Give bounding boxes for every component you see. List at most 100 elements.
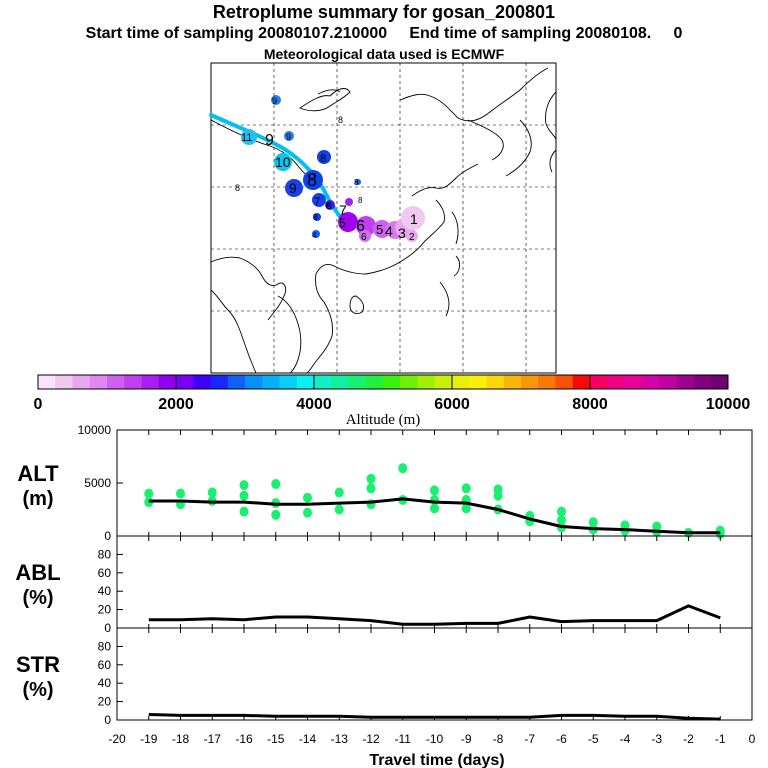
x-tick-label: -5 (588, 732, 599, 746)
series-line (148, 604, 721, 626)
colorbar-cell (572, 375, 591, 389)
colorbar-cell (469, 375, 487, 389)
map-label: 9 (272, 96, 277, 106)
map-label: 4 (385, 223, 393, 239)
data-point (557, 506, 566, 517)
colorbar-cell (503, 375, 522, 389)
y-axis-unit: (%) (22, 587, 53, 609)
colorbar-cell (659, 375, 677, 389)
y-tick-label: 60 (98, 566, 112, 580)
y-tick-label: 20 (98, 603, 112, 617)
data-point (461, 503, 471, 514)
x-tick-label: -18 (172, 732, 190, 746)
map-label: 8 (307, 170, 317, 190)
colorbar-cell (55, 375, 73, 389)
colorbar-cell (434, 375, 453, 389)
met-data-source: Meteorological data used is ECMWF (263, 46, 505, 62)
colorbar-cell (158, 375, 177, 389)
colorbar-cell (314, 375, 332, 389)
y-tick-label: 80 (98, 639, 112, 653)
plume-circle (401, 206, 425, 230)
data-point (398, 463, 408, 474)
map-label: 10 (275, 154, 291, 170)
coastlines (210, 67, 557, 374)
y-axis-label: STR (16, 652, 60, 677)
data-point (144, 488, 154, 499)
x-tick-label: -15 (267, 732, 285, 746)
data-point (652, 521, 662, 532)
map-label: 7 (314, 196, 320, 208)
y-axis-unit: (m) (22, 488, 53, 510)
colorbar-cell (417, 375, 436, 389)
plume-circle (359, 230, 371, 242)
colorbar-cell (227, 375, 246, 389)
data-point (176, 488, 185, 499)
plume-circle (312, 193, 326, 207)
colorbar-cell (176, 375, 194, 389)
colorbar-cell (607, 375, 625, 389)
x-tick-label: -7 (524, 732, 535, 746)
data-point (493, 484, 503, 495)
data-point (588, 517, 598, 528)
plume-circle (317, 150, 331, 164)
y-tick-label: 80 (98, 547, 112, 561)
map-label: 6 (361, 232, 367, 243)
map-label: 11 (241, 132, 252, 144)
map-label: 3 (398, 225, 406, 241)
x-tick-label: -20 (108, 732, 126, 746)
data-point (239, 490, 249, 501)
colorbar-tick-label: 8000 (572, 396, 608, 413)
map-gridlines (211, 63, 556, 373)
x-axis-label: Travel time (days) (369, 752, 504, 768)
colorbar-frame (37, 374, 729, 390)
y-axis-unit: (%) (22, 679, 53, 701)
map-label: 1 (410, 211, 418, 227)
map-label: 5 (339, 216, 346, 230)
colorbar-cell (641, 375, 660, 389)
colorbar-cell (193, 375, 211, 389)
x-tick-label: -17 (204, 732, 222, 746)
plume-circle (241, 129, 257, 145)
data-point (461, 483, 471, 494)
x-tick-label: -1 (715, 732, 726, 746)
colorbar-cell (486, 375, 505, 389)
colorbar-cell (348, 375, 367, 389)
sampling-period: Start time of sampling 20080107.210000 E… (85, 25, 683, 42)
colorbar-cell (521, 375, 539, 389)
colorbar-cell (124, 375, 142, 389)
data-point (271, 479, 281, 490)
data-point (430, 503, 439, 514)
colorbar-cell (141, 375, 160, 389)
x-tick-label: -3 (651, 732, 662, 746)
colorbar-cell (72, 375, 91, 389)
panel-frame (116, 627, 753, 721)
y-axis-label: ALT (17, 461, 59, 486)
data-point (557, 515, 566, 526)
data-point (334, 504, 344, 515)
x-tick-label: -14 (299, 732, 317, 746)
x-tick-label: -4 (620, 732, 631, 746)
data-point (620, 520, 630, 531)
map-label: 9 (326, 203, 330, 209)
colorbar-cell (400, 375, 418, 389)
panel-abl: 0 20 40 60 80 ABL(%) (15, 535, 753, 635)
plume-circle (325, 200, 335, 210)
plume-circle (303, 170, 323, 190)
map-label: 9 (286, 132, 291, 142)
colorbar-label: Altitude (m) (346, 412, 421, 428)
data-point (303, 492, 312, 503)
plume-circle (373, 220, 391, 238)
colorbar-cell (555, 375, 574, 389)
colorbar-cell (296, 375, 315, 389)
series-line (148, 497, 721, 535)
colorbar-tick-label: 2000 (158, 396, 194, 413)
series-line (148, 713, 721, 721)
map-label: 7 (339, 202, 347, 218)
x-tick-label: -19 (140, 732, 158, 746)
data-point (366, 473, 376, 484)
map-label: 6 (356, 218, 365, 235)
colorbar-cell (245, 375, 263, 389)
y-tick-label: 0 (104, 621, 111, 635)
colorbar-cell (710, 375, 729, 389)
